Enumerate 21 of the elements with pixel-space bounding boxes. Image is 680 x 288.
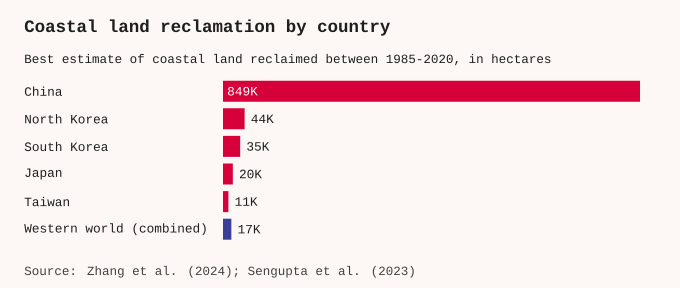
data-label: 11K <box>236 197 258 206</box>
y-tick-label: South Korea <box>24 142 108 152</box>
bar <box>223 136 240 157</box>
y-tick-label: North Korea <box>25 114 108 124</box>
y-tick-label: China <box>24 86 62 96</box>
bar <box>223 164 233 185</box>
y-tick-label: Taiwan <box>24 196 69 206</box>
bar <box>223 191 228 212</box>
data-label: 17K <box>238 225 260 234</box>
data-label: 849K <box>228 86 258 96</box>
bar <box>223 80 640 102</box>
y-tick-label: Japan <box>25 168 62 180</box>
data-label: 44K <box>251 114 274 124</box>
chart-subtitle: Best estimate of coastal land reclaimed between 1985-2020, in hectares <box>25 54 550 66</box>
bar <box>223 218 232 240</box>
chart-title: Coastal land reclamation by country <box>24 19 390 36</box>
data-label: 20K <box>240 170 262 178</box>
source-note: Source: Zhang et al. (2024); Sengupta et al. (2023) <box>24 266 414 278</box>
data-label: 35K <box>247 142 270 151</box>
y-tick-label: Western world (combined) <box>24 223 206 236</box>
bar <box>223 108 245 130</box>
